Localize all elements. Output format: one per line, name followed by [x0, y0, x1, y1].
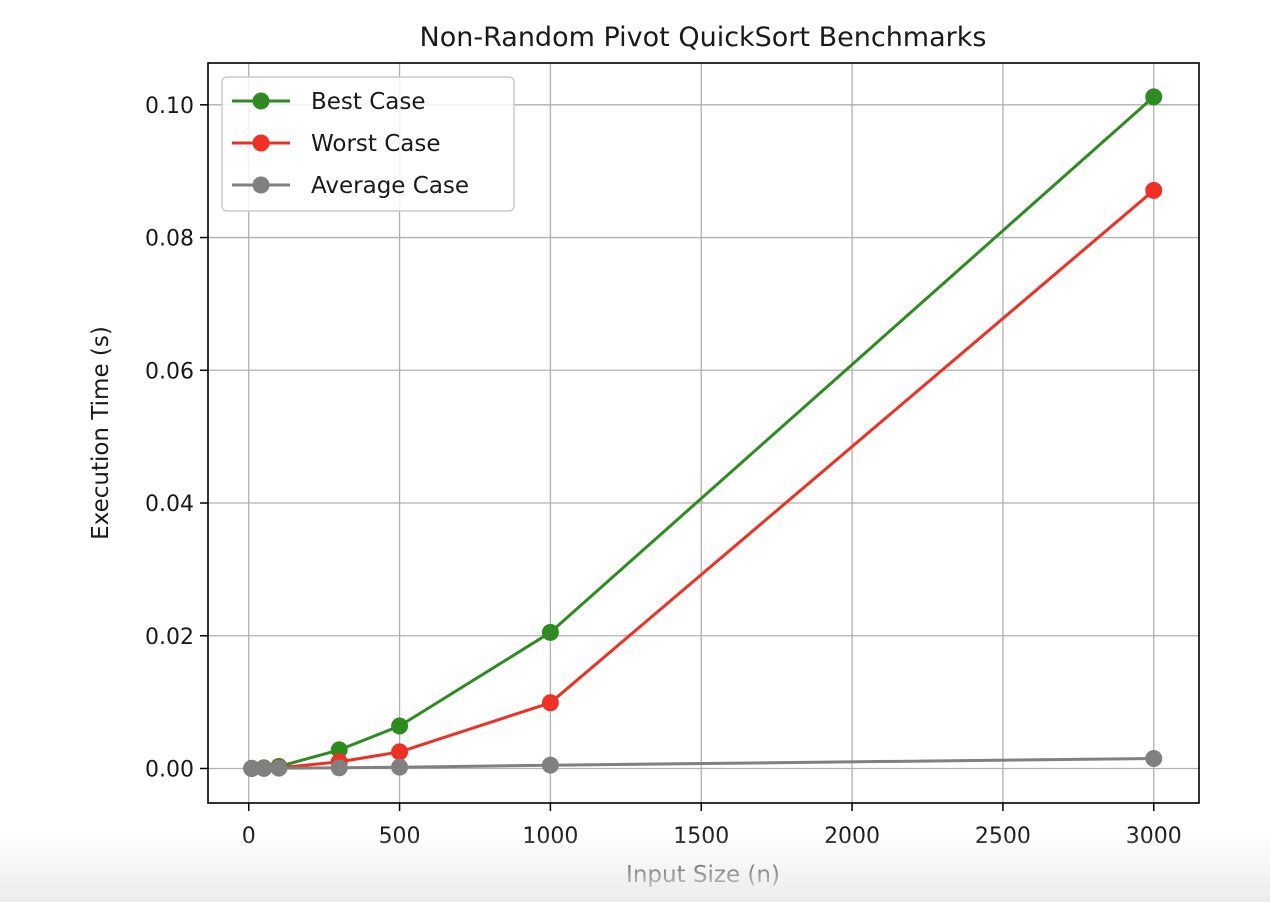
- data-point: [541, 623, 559, 641]
- x-tick-label: 1500: [673, 824, 729, 849]
- data-point: [1145, 88, 1163, 106]
- y-tick-label: 0.00: [145, 757, 194, 782]
- data-point: [541, 756, 559, 774]
- y-tick-label: 0.06: [145, 359, 194, 384]
- series-worst-case: [243, 181, 1163, 777]
- x-tick-label: 2500: [975, 824, 1031, 849]
- legend-item: Worst Case: [232, 131, 441, 157]
- x-tick-label: 2000: [824, 824, 880, 849]
- x-axis-ticks: 0 500 1000 1500 2000 2500 3000: [242, 803, 1182, 849]
- series-layer: [243, 88, 1163, 777]
- data-point: [330, 741, 348, 759]
- data-point: [330, 759, 348, 777]
- legend-label: Average Case: [311, 173, 469, 199]
- plot-frame: [207, 62, 1200, 804]
- y-tick-label: 0.02: [145, 625, 194, 650]
- y-axis-label: Execution Time (s): [88, 326, 114, 540]
- series-line: [251, 189, 1155, 770]
- y-tick-label: 0.10: [145, 94, 194, 119]
- legend-label: Best Case: [311, 89, 426, 115]
- data-point: [391, 717, 409, 735]
- legend-marker: [252, 176, 270, 194]
- data-point: [391, 743, 409, 761]
- x-tick-label: 500: [379, 824, 421, 849]
- x-tick-label: 1000: [522, 824, 578, 849]
- data-point: [541, 694, 559, 712]
- data-point: [243, 759, 261, 777]
- x-axis-label: Input Size (n): [626, 862, 780, 888]
- data-point: [1145, 181, 1163, 199]
- chart-title: Non-Random Pivot QuickSort Benchmarks: [420, 22, 987, 53]
- data-point: [391, 758, 409, 776]
- legend-marker: [252, 134, 270, 152]
- legend-item: Best Case: [232, 89, 426, 115]
- x-tick-label: 0: [242, 824, 256, 849]
- legend-marker: [252, 92, 270, 110]
- data-point: [255, 759, 273, 777]
- data-point: [270, 759, 288, 777]
- legend-item: Average Case: [232, 173, 469, 199]
- legend: Best Case Worst Case Average Case: [221, 76, 515, 212]
- x-tick-label: 3000: [1126, 824, 1182, 849]
- y-tick-label: 0.08: [145, 227, 194, 252]
- legend-label: Worst Case: [311, 131, 441, 157]
- series-average-case: [243, 750, 1163, 777]
- series-line: [251, 757, 1154, 770]
- legend-box: [221, 76, 515, 212]
- y-tick-label: 0.04: [145, 492, 194, 517]
- y-axis-ticks: 0.00 0.02 0.04 0.06 0.08 0.10: [145, 94, 208, 782]
- grid: [208, 63, 1199, 803]
- data-point: [1145, 750, 1163, 768]
